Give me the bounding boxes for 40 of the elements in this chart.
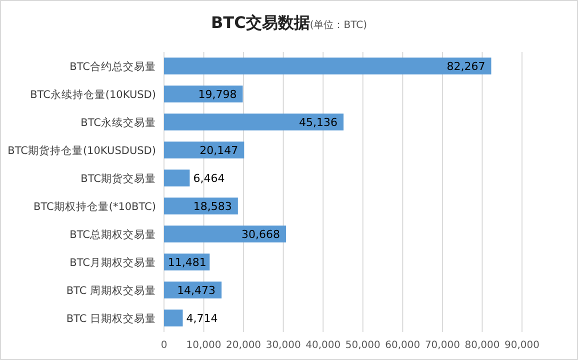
data-label: 18,583 — [193, 200, 232, 213]
data-label: 6,464 — [193, 172, 225, 185]
bar — [164, 310, 183, 326]
chart-subtitle: (单位：BTC) — [310, 19, 368, 31]
data-label: 19,798 — [198, 88, 237, 101]
x-tick-label: 90,000 — [504, 340, 540, 351]
y-tick-label: BTC永续交易量 — [80, 116, 156, 129]
y-tick-label: BTC月期权交易量 — [70, 256, 156, 269]
x-tick-label: 20,000 — [226, 340, 262, 351]
y-tick-label: BTC 周期权交易量 — [66, 284, 156, 297]
bar — [164, 170, 190, 186]
x-tick-label: 40,000 — [306, 340, 341, 351]
data-label: 4,714 — [186, 312, 218, 325]
y-tick-label: BTC永续持仓量(10KUSD) — [30, 88, 156, 101]
bar — [164, 198, 238, 214]
y-tick-label: BTC合约总交易量 — [70, 60, 156, 73]
y-tick-label: BTC总期权交易量 — [70, 228, 156, 241]
x-tick-label: 50,000 — [345, 340, 380, 351]
data-label: 14,473 — [177, 284, 216, 297]
x-tick-label: 70,000 — [424, 340, 460, 351]
bar — [164, 226, 286, 242]
x-tick-label: 80,000 — [464, 340, 500, 351]
x-tick-label: 10,000 — [186, 340, 222, 351]
y-tick-label: BTC 日期权交易量 — [66, 312, 156, 325]
y-tick-label: BTC期货交易量 — [80, 172, 156, 185]
x-tick-label: 60,000 — [385, 340, 420, 351]
bar — [164, 114, 344, 130]
data-label: 11,481 — [168, 256, 206, 269]
bar — [164, 58, 492, 74]
y-tick-label: BTC期权持仓量(*10BTC) — [34, 201, 156, 213]
bar — [164, 142, 244, 158]
data-label: 30,668 — [241, 228, 280, 241]
chart-title: BTC交易数据 — [210, 13, 310, 32]
x-tick-label: 0 — [160, 340, 168, 351]
y-tick-label: BTC期货持仓量(10KUSDUSD) — [8, 145, 156, 157]
data-label: 20,147 — [200, 144, 238, 157]
data-label: 82,267 — [446, 60, 486, 73]
x-tick-label: 30,000 — [266, 340, 301, 351]
data-label: 45,136 — [299, 116, 338, 129]
bar — [164, 86, 243, 102]
